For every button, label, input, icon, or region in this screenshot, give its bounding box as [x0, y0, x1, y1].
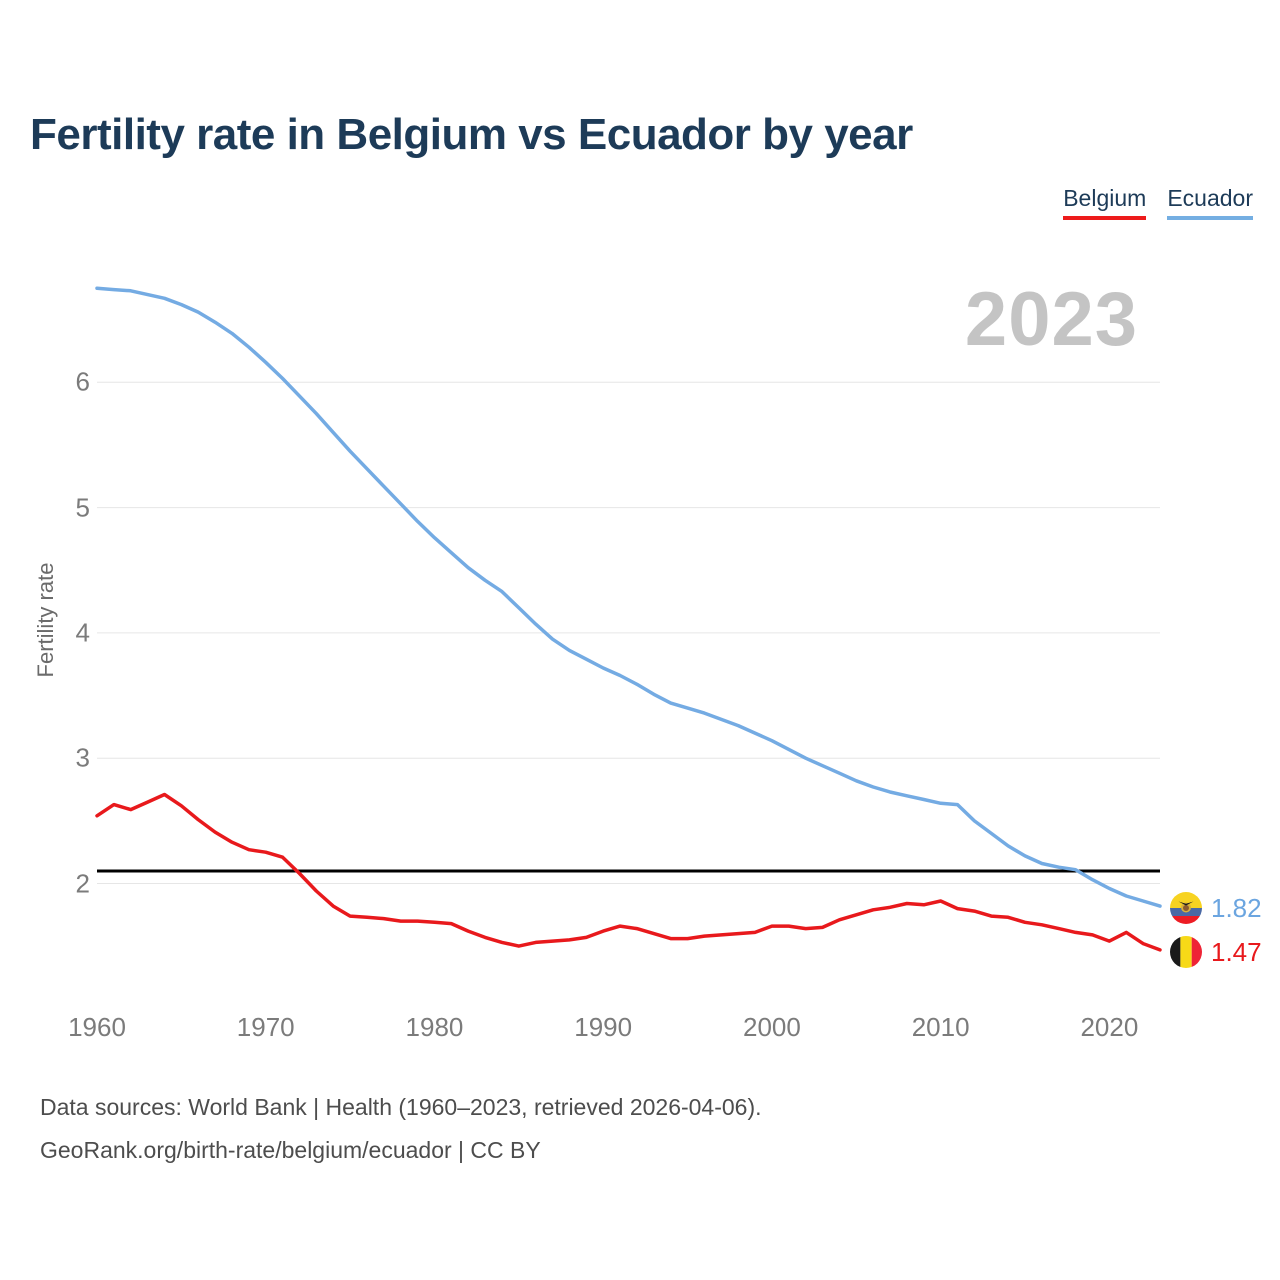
- year-watermark: 2023: [964, 277, 1138, 362]
- x-tick-2010: 2010: [911, 1012, 970, 1042]
- x-tick-1980: 1980: [405, 1012, 464, 1042]
- y-tick-2: 2: [75, 868, 90, 898]
- legend-item-belgium[interactable]: Belgium: [1063, 185, 1147, 220]
- legend-item-ecuador[interactable]: Ecuador: [1167, 185, 1253, 220]
- footer-sources: Data sources: World Bank | Health (1960–…: [40, 1094, 762, 1120]
- y-tick-6: 6: [75, 366, 90, 397]
- series-line-ecuador: [95, 286, 1162, 908]
- legend: Belgium Ecuador: [1063, 185, 1253, 220]
- x-tick-1960: 1960: [68, 1012, 126, 1042]
- ecuador-flag-icon: [1169, 891, 1203, 925]
- series-line-belgium: [95, 792, 1162, 952]
- footer: Data sources: World Bank | Health (1960–…: [40, 1086, 762, 1171]
- x-tick-1970: 1970: [236, 1012, 295, 1042]
- y-tick-5: 5: [75, 492, 90, 523]
- x-tick-2020: 2020: [1080, 1012, 1139, 1042]
- end-value-belgium: 1.47: [1169, 935, 1262, 969]
- y-tick-4: 4: [75, 617, 90, 648]
- end-value-ecuador: 1.82: [1169, 891, 1262, 925]
- footer-attribution: GeoRank.org/birth-rate/belgium/ecuador |…: [40, 1136, 541, 1163]
- x-tick-2000: 2000: [742, 1012, 801, 1042]
- end-value-label-ecuador: 1.82: [1211, 892, 1262, 923]
- legend-label-ecuador: Ecuador: [1167, 185, 1253, 211]
- y-tick-3: 3: [75, 742, 90, 773]
- chart-title: Fertility rate in Belgium vs Ecuador by …: [30, 110, 913, 159]
- belgium-flag-icon: [1169, 935, 1203, 969]
- x-tick-1990: 1990: [574, 1012, 633, 1042]
- end-value-label-belgium: 1.47: [1211, 936, 1262, 967]
- legend-label-belgium: Belgium: [1063, 185, 1147, 211]
